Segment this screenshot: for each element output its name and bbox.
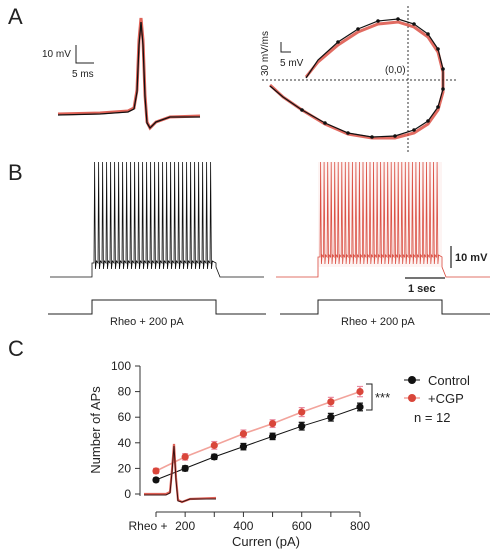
spike-train-control-trace [50, 161, 264, 278]
series-line-0 [155, 406, 361, 481]
phase-loop-marker [336, 40, 340, 44]
phase-loop-marker [426, 119, 430, 123]
x-tick-label: 400 [233, 519, 253, 533]
phase-origin-label: (0,0) [385, 65, 406, 76]
phase-loop-marker [370, 135, 374, 139]
y-tick-label: 60 [118, 410, 132, 424]
chart-x-axis-title: Curren (pA) [232, 534, 300, 549]
phase-loop-cgp [268, 20, 445, 140]
x-tick-label: 600 [292, 519, 312, 533]
panel-b-letter: B [8, 160, 23, 185]
data-point [239, 430, 248, 438]
data-point [298, 422, 306, 430]
stimulus-label-cgp: Rheo + 200 pA [341, 316, 415, 328]
spike-scale-y-label: 10 mV [455, 252, 488, 264]
y-tick-label: 40 [118, 436, 132, 450]
phase-loop-marker [426, 32, 430, 36]
chart-inset-ap-control [144, 445, 216, 503]
x-tick-label: 200 [175, 519, 195, 533]
phase-plot-loops [268, 17, 445, 140]
phase-loop-control [269, 18, 444, 138]
y-tick-label: 0 [124, 487, 131, 501]
x-tick-label: 800 [350, 519, 370, 533]
legend-item-cgp: +CGP [404, 391, 464, 406]
phase-loop-marker [376, 19, 380, 23]
y-tick-label: 20 [118, 461, 132, 475]
ap-count-chart: 0 20 40 60 80 100 Rheo + 200 400 600 800 Number of… [88, 359, 370, 549]
ap-waveform-control-trace [57, 21, 200, 130]
phase-loop-marker [412, 22, 416, 26]
phase-scale-bar: 30 mV/ms 5 mV [260, 31, 304, 76]
phase-loop-marker [441, 87, 445, 91]
x-tick-label: Rheo + [128, 519, 167, 533]
spike-train-cgp-trace [276, 161, 490, 278]
chart-y-axis-title: Number of APs [88, 386, 103, 474]
legend-label-cgp: +CGP [428, 391, 464, 406]
data-point [268, 420, 277, 428]
phase-loop-marker [436, 47, 440, 51]
phase-loop-marker [300, 108, 304, 112]
spike-train-cgp [276, 161, 490, 278]
data-point [298, 408, 306, 416]
sample-size-label: n = 12 [414, 410, 451, 425]
phase-loop-markers [300, 17, 445, 139]
spike-train-scale-bar: 10 mV 1 sec [405, 246, 488, 295]
phase-loop-marker [412, 128, 416, 132]
y-tick-label: 100 [111, 359, 131, 373]
phase-scale-y-label: 30 mV/ms [260, 31, 271, 76]
data-point [356, 403, 364, 411]
waveform-scale-x-label: 5 ms [72, 69, 94, 80]
data-point [181, 453, 189, 461]
stimulus-label-control: Rheo + 200 pA [110, 316, 184, 328]
spike-train-cgp-overlay [318, 162, 442, 267]
stimulus-step-cgp [280, 299, 490, 315]
phase-plot-axes: (0,0) [262, 6, 456, 152]
spike-scale-x-label: 1 sec [408, 283, 436, 295]
chart-axes: 0 20 40 60 80 100 Rheo + 200 400 600 800 [111, 359, 370, 533]
data-point [239, 443, 248, 451]
phase-loop-marker [356, 27, 360, 31]
data-point [210, 453, 218, 461]
phase-loop-marker [346, 131, 350, 135]
data-point [210, 441, 218, 449]
data-point [152, 467, 160, 475]
phase-scale-x-label: 5 mV [280, 58, 304, 69]
data-point [152, 476, 160, 484]
data-point [327, 398, 335, 406]
phase-loop-marker [323, 121, 327, 125]
significance-bracket: *** [366, 383, 390, 411]
phase-loop-marker [441, 67, 445, 71]
panel-c-letter: C [8, 336, 24, 361]
chart-legend: Control +CGP n = 12 [404, 373, 470, 425]
series-line-1 [155, 390, 361, 472]
legend-label-control: Control [428, 373, 470, 388]
significance-marker: *** [375, 390, 390, 405]
legend-item-control: Control [404, 373, 470, 388]
data-point [327, 413, 335, 421]
data-point [268, 432, 277, 440]
waveform-scale-y-label: 10 mV [42, 49, 71, 60]
spike-train-control [50, 161, 264, 278]
stimulus-step-control [48, 299, 266, 315]
data-point [356, 388, 364, 396]
data-point [181, 464, 189, 472]
waveform-scale-bar: 10 mV 5 ms [42, 45, 94, 80]
phase-loop-marker [436, 105, 440, 109]
chart-series [152, 385, 364, 484]
y-tick-label: 80 [118, 385, 132, 399]
stimulus-steps: Rheo + 200 pA Rheo + 200 pA [48, 299, 490, 328]
phase-loop-marker [396, 17, 400, 21]
panel-a-letter: A [8, 4, 23, 29]
ap-waveform-traces [57, 17, 201, 131]
phase-loop-marker [393, 134, 397, 138]
